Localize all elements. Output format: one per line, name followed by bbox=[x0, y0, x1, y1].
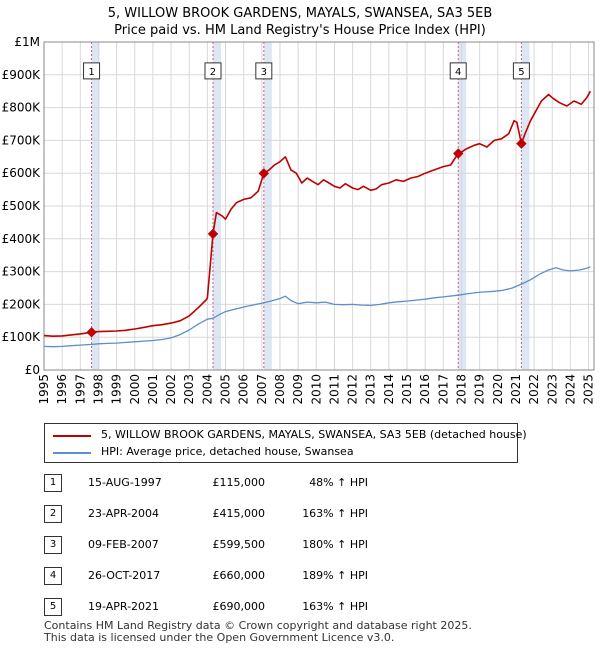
chart-subtitle: Price paid vs. HM Land Registry's House … bbox=[114, 23, 486, 38]
x-tick-label: 2010 bbox=[309, 374, 323, 405]
y-tick-label: £300K bbox=[2, 265, 42, 279]
sale-date: 23-APR-2004 bbox=[88, 507, 160, 520]
sale-date: 19-APR-2021 bbox=[88, 600, 160, 613]
sale-price: £415,000 bbox=[212, 507, 266, 520]
x-tick-label: 2004 bbox=[200, 374, 214, 405]
sale-label-text: 5 bbox=[518, 67, 524, 78]
sale-label-box bbox=[255, 62, 273, 80]
x-tick-label: 1996 bbox=[55, 374, 69, 405]
y-tick-label: £100K bbox=[2, 330, 42, 344]
y-tick-label: £900K bbox=[2, 68, 42, 82]
x-tick-label: 2001 bbox=[146, 374, 160, 405]
sale-price: £690,000 bbox=[212, 600, 266, 613]
table-row: 5 19-APR-2021 £690,000 163% ↑ HPI bbox=[0, 597, 600, 617]
x-tick-label: 2015 bbox=[400, 374, 414, 405]
y-tick-label: £1M bbox=[14, 35, 40, 49]
sale-price: £599,500 bbox=[212, 538, 266, 551]
x-tick-label: 2003 bbox=[182, 374, 196, 405]
x-tick-label: 1999 bbox=[110, 374, 124, 405]
y-tick-label: £200K bbox=[2, 297, 42, 311]
sale-hpi-diff: 163% ↑ HPI bbox=[302, 600, 368, 613]
x-tick-label: 2002 bbox=[164, 374, 178, 405]
y-tick-label: £700K bbox=[2, 133, 42, 147]
x-tick-label: 1998 bbox=[91, 374, 105, 405]
x-tick-label: 1995 bbox=[37, 374, 51, 405]
sale-number-badge: 2 bbox=[44, 505, 62, 523]
sale-label-box bbox=[83, 62, 101, 80]
sale-label-box bbox=[449, 62, 467, 80]
sale-date: 15-AUG-1997 bbox=[88, 476, 162, 489]
y-tick-label: £0 bbox=[25, 363, 40, 377]
sale-hpi-diff: 48% ↑ HPI bbox=[309, 476, 368, 489]
x-tick-label: 1997 bbox=[73, 374, 87, 405]
y-tick-label: £500K bbox=[2, 199, 42, 213]
sale-point bbox=[516, 138, 527, 149]
x-tick-label: 2022 bbox=[527, 374, 541, 405]
sale-number-badge: 3 bbox=[44, 536, 62, 554]
sale-hpi-diff: 163% ↑ HPI bbox=[302, 507, 368, 520]
x-tick-label: 2016 bbox=[418, 374, 432, 405]
sale-price: £660,000 bbox=[212, 569, 266, 582]
sale-number-badge: 1 bbox=[44, 474, 62, 492]
x-tick-label: 2008 bbox=[273, 374, 287, 405]
x-tick-label: 2021 bbox=[509, 374, 523, 405]
table-row: 4 26-OCT-2017 £660,000 189% ↑ HPI bbox=[0, 566, 600, 586]
x-tick-label: 2006 bbox=[237, 374, 251, 405]
x-tick-label: 2013 bbox=[364, 374, 378, 405]
sale-hpi-diff: 180% ↑ HPI bbox=[302, 538, 368, 551]
legend-label-hpi: HPI: Average price, detached house, Swan… bbox=[101, 445, 354, 458]
sale-number-badge: 5 bbox=[44, 598, 62, 616]
sale-point bbox=[258, 168, 270, 179]
y-tick-label: £400K bbox=[2, 232, 42, 246]
price-chart: £0 £100K £200K £300K £400K £500K £600K £700K £80… bbox=[2, 35, 596, 405]
hpi-line bbox=[43, 266, 591, 348]
sale-number-badge: 4 bbox=[44, 567, 62, 585]
sale-date: 26-OCT-2017 bbox=[88, 569, 161, 582]
chart-title-block: 5, WILLOW BROOK GARDENS, MAYALS, SWANSEA… bbox=[0, 5, 600, 39]
footer-licence: This data is licensed under the Open Gov… bbox=[44, 631, 395, 644]
sale-price: £115,000 bbox=[212, 476, 266, 489]
x-tick-label: 2007 bbox=[255, 374, 269, 405]
table-row: 3 09-FEB-2007 £599,500 180% ↑ HPI bbox=[0, 535, 600, 555]
property-price-line bbox=[43, 90, 592, 337]
sale-label-text: 1 bbox=[88, 67, 94, 78]
x-tick-label: 2005 bbox=[219, 374, 233, 405]
sale-label-box bbox=[512, 62, 530, 80]
sale-date: 09-FEB-2007 bbox=[88, 538, 159, 551]
x-tick-label: 2012 bbox=[346, 374, 360, 405]
sale-point bbox=[453, 148, 464, 159]
x-tick-label: 2024 bbox=[563, 374, 577, 405]
legend-label-property: 5, WILLOW BROOK GARDENS, MAYALS, SWANSEA… bbox=[101, 428, 527, 441]
sale-label-text: 4 bbox=[455, 67, 461, 78]
x-tick-label: 2019 bbox=[473, 374, 487, 405]
sale-label-box bbox=[204, 62, 222, 80]
sale-point bbox=[86, 327, 97, 338]
x-tick-label: 2017 bbox=[436, 374, 450, 405]
sale-label-text: 3 bbox=[261, 67, 267, 78]
footer: Contains HM Land Registry data © Crown c… bbox=[44, 620, 472, 644]
sale-point bbox=[207, 228, 219, 240]
y-tick-label: £800K bbox=[2, 101, 42, 115]
x-tick-label: 2020 bbox=[491, 374, 505, 405]
x-tick-label: 2011 bbox=[327, 374, 341, 405]
x-tick-label: 2000 bbox=[128, 374, 142, 405]
x-tick-label: 2018 bbox=[454, 374, 468, 405]
y-tick-label: £600K bbox=[2, 166, 42, 180]
footer-copyright: Contains HM Land Registry data © Crown c… bbox=[44, 619, 472, 632]
legend-swatch-hpi bbox=[53, 452, 91, 454]
x-tick-label: 2014 bbox=[382, 374, 396, 405]
chart-title: 5, WILLOW BROOK GARDENS, MAYALS, SWANSEA… bbox=[107, 6, 493, 21]
x-tick-label: 2009 bbox=[291, 374, 305, 405]
sale-hpi-diff: 189% ↑ HPI bbox=[302, 569, 368, 582]
table-row: 1 15-AUG-1997 £115,000 48% ↑ HPI bbox=[0, 473, 600, 493]
sale-label-text: 2 bbox=[210, 67, 216, 78]
plot-frame bbox=[43, 41, 595, 371]
legend-swatch-property bbox=[53, 435, 91, 437]
x-tick-label: 2025 bbox=[582, 374, 596, 405]
x-tick-label: 2023 bbox=[545, 374, 559, 405]
table-row: 2 23-APR-2004 £415,000 163% ↑ HPI bbox=[0, 504, 600, 524]
legend: 5, WILLOW BROOK GARDENS, MAYALS, SWANSEA… bbox=[44, 423, 527, 463]
